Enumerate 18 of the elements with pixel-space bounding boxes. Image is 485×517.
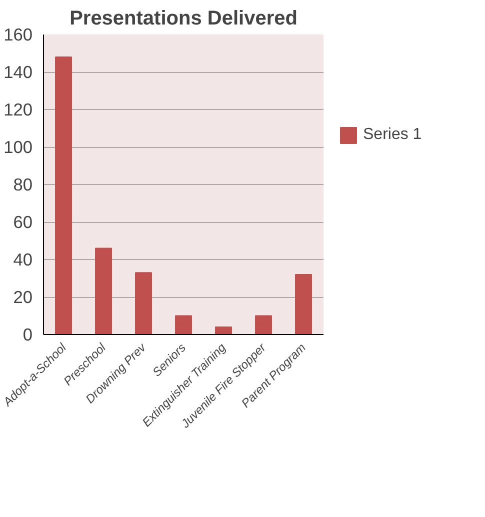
y-tick-label: 60 — [13, 212, 33, 232]
y-tick-label: 140 — [4, 62, 33, 82]
y-tick-label: 120 — [4, 100, 33, 120]
y-tick-label: 40 — [13, 250, 33, 270]
chart-title: Presentations Delivered — [70, 8, 298, 30]
y-tick-label: 80 — [13, 174, 33, 194]
bar — [215, 326, 232, 334]
legend-label: Series 1 — [363, 126, 422, 144]
bar — [175, 315, 192, 334]
bar — [295, 274, 312, 334]
bar — [95, 248, 112, 334]
bar — [55, 56, 72, 334]
y-tick-label: 100 — [4, 137, 33, 157]
y-tick-label: 160 — [4, 24, 33, 44]
y-tick-label: 0 — [22, 324, 33, 344]
bar — [135, 272, 152, 334]
bar — [255, 315, 272, 334]
y-tick-label: 20 — [13, 287, 33, 307]
